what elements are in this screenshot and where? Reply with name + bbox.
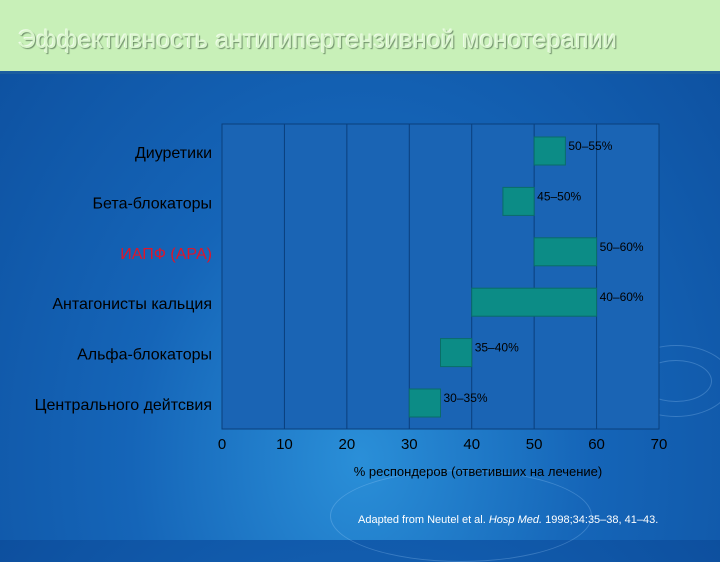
bar (408, 388, 441, 418)
category-label: Диуретики (135, 145, 212, 162)
category-label: Альфа-блокаторы (77, 347, 212, 364)
x-tick-label: 0 (218, 436, 226, 453)
source-prefix: Adapted from Neutel et al. (358, 514, 486, 526)
data-label: 35–40% (475, 341, 519, 355)
bar (471, 287, 598, 317)
source-journal: Hosp Med. (488, 514, 543, 526)
bar (533, 136, 566, 166)
category-label: Центрального дейтсвия (35, 397, 212, 414)
title-banner: Эффективность антигипертензивной монотер… (0, 0, 720, 74)
bar (440, 338, 473, 368)
x-tick-label: 40 (463, 436, 480, 453)
source-details: 1998;34:35–38, 41–43. (545, 514, 659, 526)
bar (533, 237, 598, 267)
slide-title: Эффективность антигипертензивной монотер… (18, 26, 618, 54)
x-tick-label: 70 (651, 436, 668, 453)
category-label: Бета-блокаторы (93, 195, 212, 212)
x-axis-label: % респондеров (ответивших на лечение) (354, 464, 603, 479)
data-label: 50–60% (600, 240, 644, 254)
category-label: ИАПФ (АРА) (120, 246, 212, 263)
x-tick-label: 30 (401, 436, 418, 453)
x-tick-label: 60 (588, 436, 605, 453)
data-label: 50–55% (568, 139, 612, 153)
category-label: Антагонисты кальция (52, 296, 212, 313)
data-label: 45–50% (537, 189, 581, 203)
x-tick-label: 20 (339, 436, 356, 453)
bar (502, 186, 535, 216)
bar-chart: 50–55% 45–50% 50–60% 40–60% 35–40% 30–35% Диу… (35, 123, 668, 479)
source-note: Adapted from Neutel et al. Hosp Med. 199… (358, 514, 658, 526)
data-label: 40–60% (600, 290, 644, 304)
data-label: 30–35% (444, 391, 488, 405)
x-tick-label: 50 (526, 436, 543, 453)
x-tick-label: 10 (276, 436, 293, 453)
plot-area (221, 123, 660, 430)
